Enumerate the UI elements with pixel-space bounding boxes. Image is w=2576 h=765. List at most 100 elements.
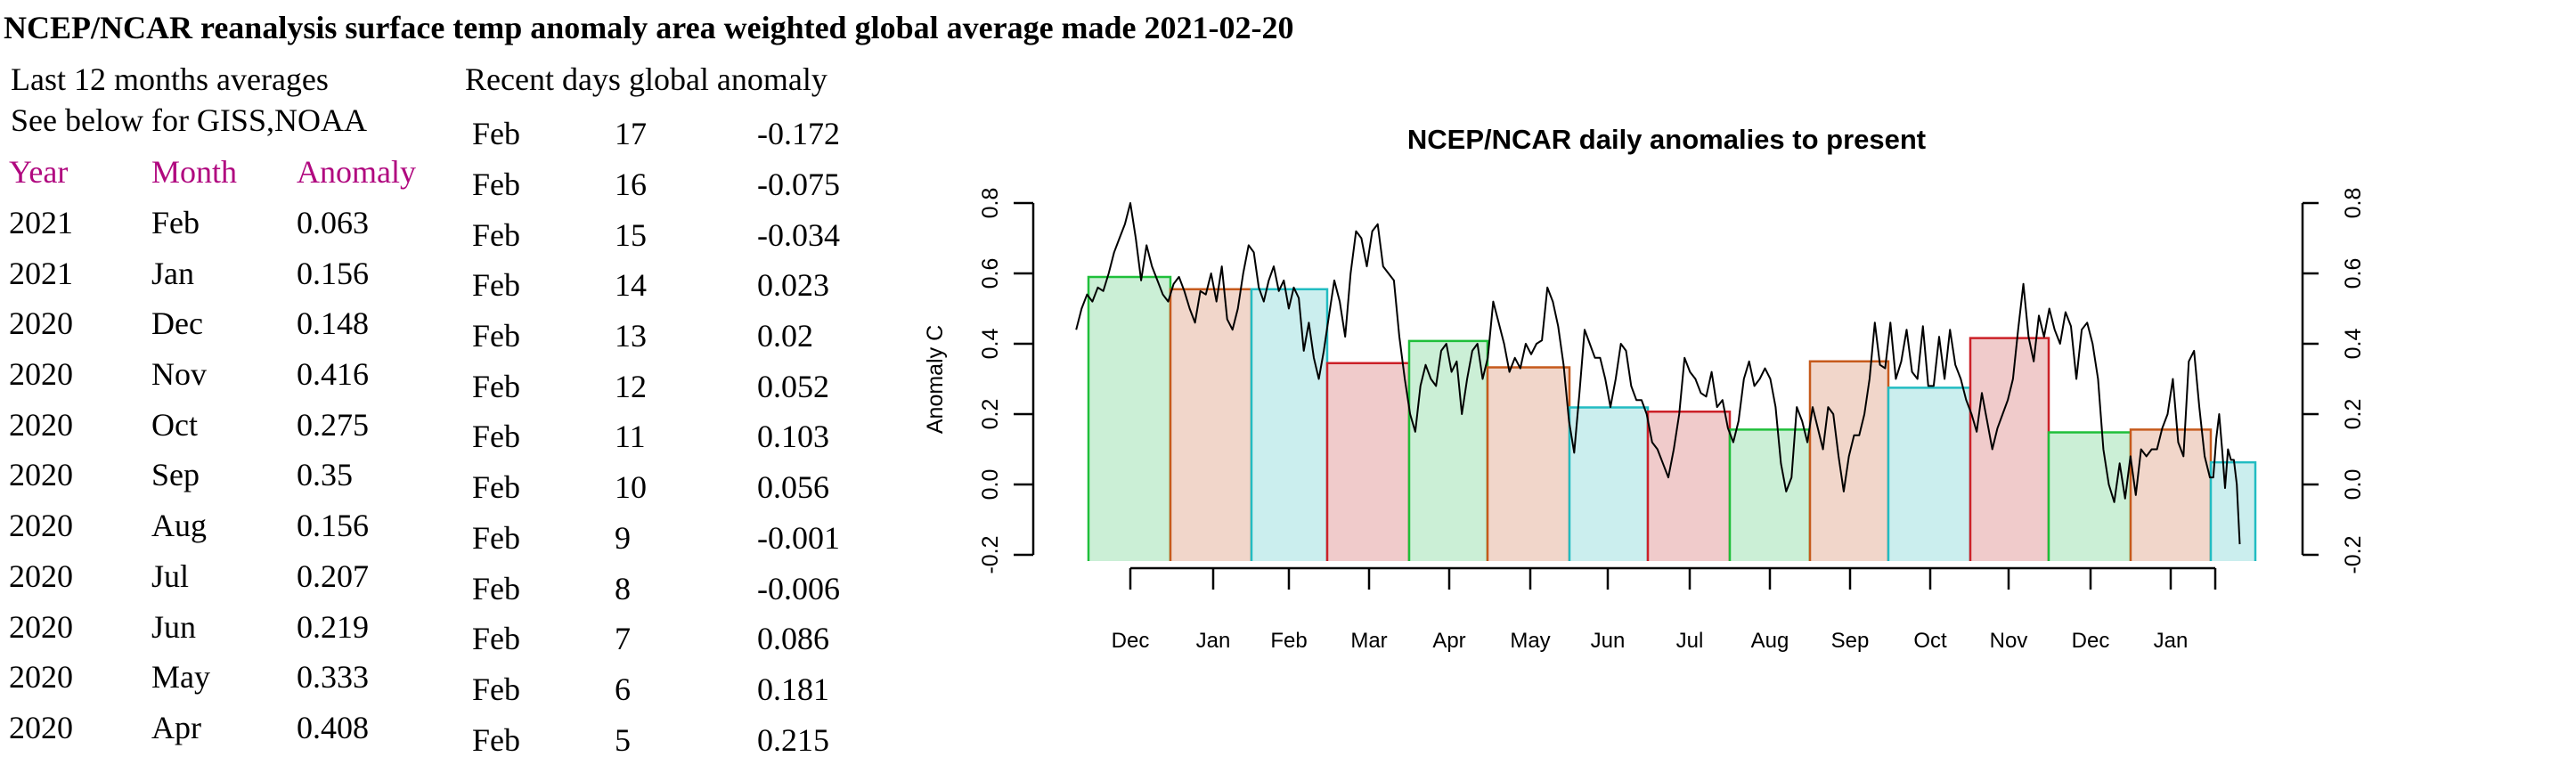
monthly-cell-year: 2020: [9, 406, 73, 443]
left-y-tick-label: 0.0: [978, 469, 1003, 501]
daily-anomalies-chart: NCEP/NCAR daily anomalies to present Ano…: [923, 124, 2366, 653]
daily-row: Feb 6 0.181: [472, 664, 840, 715]
daily-row: Feb 11 0.103: [472, 411, 840, 462]
month-bar-dec: [2049, 432, 2131, 561]
chart-title: NCEP/NCAR daily anomalies to present: [1407, 124, 1926, 155]
y-axis-label: Anomaly C: [923, 325, 948, 434]
x-tick-label: Apr: [1432, 629, 1465, 653]
monthly-cell-month: Apr: [151, 709, 201, 745]
daily-cell-day: 9: [615, 519, 631, 556]
daily-cell-month: Feb: [472, 167, 520, 203]
daily-cell-day: 10: [615, 469, 647, 506]
daily-cell-month: Feb: [472, 570, 520, 606]
daily-cell-month: Feb: [472, 318, 520, 354]
monthly-cell-year: 2020: [9, 508, 73, 544]
month-bar-feb: [1251, 289, 1327, 561]
daily-row: Feb 10 0.056: [472, 462, 840, 513]
month-bar-oct: [1888, 387, 1970, 561]
monthly-cell-year: 2020: [9, 709, 73, 745]
right-y-tick-label: 0.8: [2341, 188, 2366, 219]
monthly-cell-month: Jul: [151, 557, 190, 594]
monthly-row: 2020 Dec 0.148: [9, 298, 416, 349]
monthly-cell-year: 2020: [9, 305, 73, 342]
monthly-cell-anomaly: 0.333: [297, 659, 369, 696]
monthly-cell-year: 2020: [9, 557, 73, 594]
monthly-cell-anomaly: 0.219: [297, 608, 369, 645]
daily-row: Feb 15 -0.034: [472, 209, 840, 260]
month-bar-jul: [1648, 411, 1730, 561]
x-tick-label: Nov: [1990, 629, 2028, 653]
x-tick-label: Dec: [2072, 629, 2110, 653]
daily-cell-anomaly: 0.103: [757, 419, 829, 455]
monthly-row: 2020 Aug 0.156: [9, 501, 416, 551]
daily-row: Feb 16 -0.075: [472, 159, 840, 210]
daily-row: Feb 8 -0.006: [472, 563, 840, 614]
daily-cell-day: 13: [615, 318, 647, 354]
daily-cell-month: Feb: [472, 621, 520, 657]
column-header-month: Month: [151, 154, 238, 191]
month-bar-feb: [2211, 462, 2255, 561]
right-y-tick-label: 0.6: [2341, 258, 2366, 289]
monthly-cell-anomaly: 0.207: [297, 557, 369, 594]
monthly-cell-year: 2020: [9, 659, 73, 696]
month-bar-may: [1488, 367, 1569, 561]
daily-cell-anomaly: -0.001: [757, 519, 840, 556]
column-header-year: Year: [9, 154, 69, 191]
x-tick-label: Jul: [1676, 629, 1704, 653]
page-title: NCEP/NCAR reanalysis surface temp anomal…: [4, 10, 1294, 45]
left-y-tick-label: -0.2: [978, 535, 1003, 574]
daily-cell-month: Feb: [472, 419, 520, 455]
monthly-row: 2020 May 0.333: [9, 652, 416, 703]
x-tick-label: Jan: [2154, 629, 2189, 653]
daily-cell-anomaly: 0.056: [757, 469, 829, 506]
x-tick-label: Jun: [1591, 629, 1626, 653]
daily-cell-month: Feb: [472, 267, 520, 304]
daily-cell-day: 12: [615, 368, 647, 404]
daily-cell-month: Feb: [472, 216, 520, 253]
x-tick-label: Sep: [1831, 629, 1870, 653]
daily-row: Feb 14 0.023: [472, 260, 840, 311]
month-bar-apr: [1409, 340, 1488, 561]
daily-cell-day: 7: [615, 621, 631, 657]
monthly-cell-month: May: [151, 659, 210, 696]
monthly-averages-table: Year Month Anomaly 2021 Feb 0.063 2021 Jan 0.…: [9, 147, 416, 753]
left-y-tick-label: 0.6: [978, 258, 1003, 289]
month-bar-outline: [2209, 460, 2257, 561]
monthly-row: 2020 Jul 0.207: [9, 551, 416, 602]
daily-cell-day: 6: [615, 671, 631, 707]
daily-cell-anomaly: 0.023: [757, 267, 829, 304]
month-bar-aug: [1730, 429, 1810, 561]
monthly-row: 2020 Oct 0.275: [9, 399, 416, 450]
daily-cell-day: 15: [615, 216, 647, 253]
monthly-cell-anomaly: 0.416: [297, 356, 369, 393]
monthly-row: 2020 Nov 0.416: [9, 349, 416, 400]
month-bar-jun: [1569, 407, 1648, 561]
month-bar-jan: [1170, 289, 1251, 561]
monthly-cell-anomaly: 0.148: [297, 305, 369, 342]
daily-cell-anomaly: 0.052: [757, 368, 829, 404]
monthly-cell-month: Sep: [151, 457, 200, 493]
monthly-header-row: Year Month Anomaly: [9, 147, 416, 198]
daily-cell-day: 11: [615, 419, 646, 455]
daily-cell-anomaly: -0.006: [757, 570, 840, 606]
monthly-cell-year: 2020: [9, 356, 73, 393]
daily-cell-month: Feb: [472, 519, 520, 556]
daily-cell-anomaly: -0.172: [757, 116, 840, 152]
daily-cell-anomaly: -0.075: [757, 167, 840, 203]
x-tick-label: Oct: [1913, 629, 1947, 653]
monthly-row: 2020 Apr 0.408: [9, 703, 416, 753]
daily-cell-anomaly: 0.086: [757, 621, 829, 657]
monthly-cell-anomaly: 0.35: [297, 457, 353, 493]
daily-cell-month: Feb: [472, 671, 520, 707]
monthly-cell-month: Feb: [151, 205, 200, 241]
daily-cell-anomaly: -0.034: [757, 216, 840, 253]
monthly-cell-month: Jun: [151, 608, 197, 645]
monthly-cell-anomaly: 0.156: [297, 508, 369, 544]
monthly-row: 2021 Jan 0.156: [9, 248, 416, 298]
daily-cell-day: 14: [615, 267, 647, 304]
daily-cell-month: Feb: [472, 469, 520, 506]
monthly-cell-month: Dec: [151, 305, 203, 342]
daily-anomaly-line: [1075, 202, 2241, 545]
month-bar-sep: [1810, 361, 1888, 561]
daily-cell-day: 17: [615, 116, 647, 152]
